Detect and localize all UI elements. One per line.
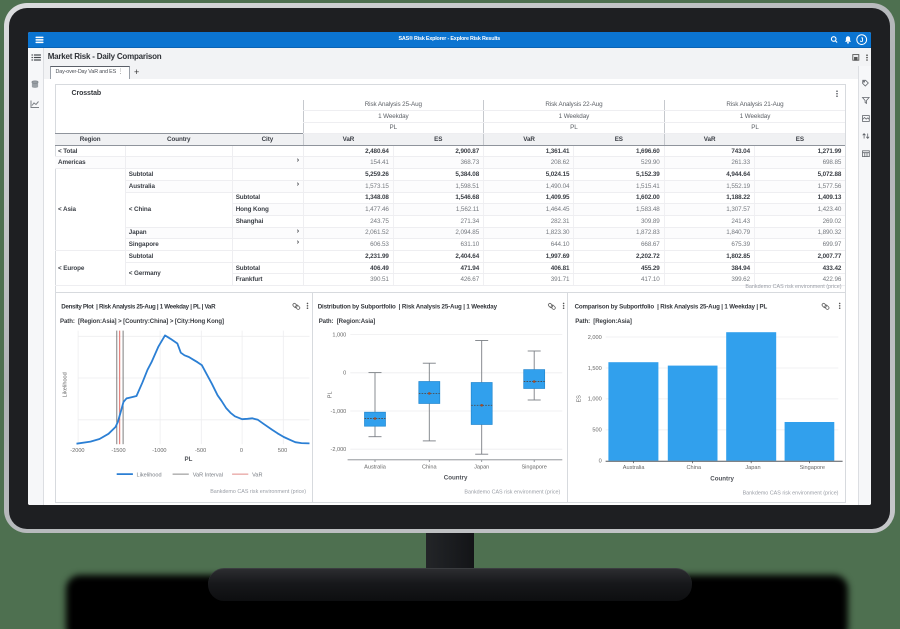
- svg-text:Path: [Region:Asia] > [Countr: Path: [Region:Asia] > [Country:China] > …: [59, 318, 223, 325]
- svg-text:Singapore: Singapore: [521, 465, 546, 471]
- svg-text:-500: -500: [195, 448, 206, 454]
- svg-text:Likelihood: Likelihood: [62, 372, 68, 397]
- svg-text:Density Plot | Risk Analysis: Density Plot | Risk Analysis 25-Aug | 1 …: [61, 304, 216, 311]
- svg-text:J: J: [859, 37, 863, 44]
- svg-text:VaR Interval: VaR Interval: [192, 472, 222, 478]
- svg-text:Likelihood: Likelihood: [136, 472, 161, 478]
- svg-text:-1000: -1000: [152, 448, 166, 454]
- svg-text:Singapore: Singapore: [800, 465, 825, 471]
- svg-text:Path: [Region:Asia]: Path: [Region:Asia]: [576, 318, 633, 325]
- svg-text:500: 500: [277, 448, 286, 454]
- svg-text:Australia: Australia: [623, 465, 646, 471]
- svg-text:-1500: -1500: [111, 448, 125, 454]
- svg-text:Bankdemo CAS risk environment: Bankdemo CAS risk environment (price): [743, 491, 839, 497]
- svg-text:Country: Country: [711, 475, 735, 482]
- svg-text:ES: ES: [577, 395, 583, 403]
- svg-text:1,000: 1,000: [332, 333, 346, 339]
- svg-text:Japan: Japan: [474, 465, 489, 471]
- svg-text:Distribution by Subportfolio: Distribution by Subportfolio | Risk Anal…: [317, 304, 497, 311]
- svg-text:0: 0: [599, 459, 602, 465]
- svg-text:Path: [Region:Asia]: Path: [Region:Asia]: [318, 318, 375, 325]
- svg-text:Australia: Australia: [364, 465, 387, 471]
- svg-text:PL: PL: [184, 456, 192, 463]
- svg-text:1,500: 1,500: [588, 366, 602, 372]
- svg-text:2,000: 2,000: [588, 335, 602, 341]
- svg-text:-1,000: -1,000: [330, 409, 346, 415]
- svg-text:1,000: 1,000: [588, 397, 602, 403]
- svg-text:0: 0: [239, 448, 242, 454]
- svg-text:-2000: -2000: [70, 448, 84, 454]
- svg-text:0: 0: [343, 371, 346, 377]
- svg-text:Bankdemo CAS risk environment: Bankdemo CAS risk environment (price): [210, 489, 306, 495]
- svg-text:VaR: VaR: [252, 472, 262, 478]
- svg-text:China: China: [422, 465, 437, 471]
- svg-text:PL: PL: [327, 392, 333, 399]
- svg-text:Country: Country: [443, 475, 467, 482]
- svg-text:Japan: Japan: [746, 465, 761, 471]
- svg-text:Bankdemo CAS risk environment: Bankdemo CAS risk environment (price): [464, 490, 560, 496]
- svg-text:500: 500: [593, 428, 602, 434]
- svg-text:China: China: [687, 465, 702, 471]
- svg-text:-2,000: -2,000: [330, 447, 346, 453]
- svg-text:Comparison by Subportfolio |: Comparison by Subportfolio | Risk Analys…: [575, 304, 768, 311]
